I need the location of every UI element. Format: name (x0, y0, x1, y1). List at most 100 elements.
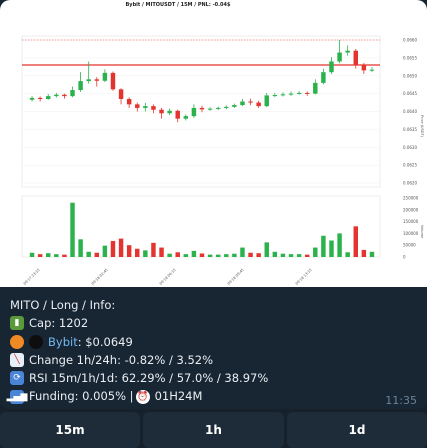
exchange-link[interactable]: Bybit (48, 334, 78, 349)
button-1h[interactable]: 1h (143, 412, 284, 448)
volume-bar (86, 251, 91, 257)
time-tick-label: 09-18 09:45 (227, 268, 245, 286)
volume-tick-label: 200000 (403, 207, 419, 212)
candle-body (183, 116, 189, 119)
candle-body (369, 69, 375, 71)
volume-bar (337, 233, 342, 257)
candle-body (37, 97, 43, 99)
volume-bar (272, 251, 278, 257)
candle-body (118, 89, 124, 99)
rsi-line: ⟳ RSI 15m/1h/1d: 62.29% / 57.0% / 38.97% (10, 369, 417, 387)
price-tick-label: 0.0635 (403, 127, 417, 132)
volume-bar (288, 254, 294, 257)
candle-body (329, 61, 334, 73)
chart-message: Bybit / MITOUSDT / 15M / PNL: -0.04$ 0.06… (0, 0, 427, 409)
volume-bar (54, 254, 59, 257)
volume-bar (62, 254, 67, 257)
chart-title: Bybit / MITOUSDT / 15M / PNL: -0.04$ (126, 2, 232, 8)
button-1d[interactable]: 1d (287, 412, 427, 448)
candle-body (143, 106, 148, 108)
time-tick-label: 09-18 02:45 (91, 268, 109, 286)
candle-body (240, 101, 245, 106)
volume-bar (224, 254, 229, 257)
candle-body (345, 50, 350, 53)
volume-bar (321, 235, 326, 257)
info-header: MITO / Long / Info: (10, 296, 417, 314)
candle-body (70, 90, 75, 97)
cap-line: ▮ Cap: 1202 (10, 314, 417, 332)
volume-panel (21, 195, 381, 258)
signal-bars-icon: ▂▄▆ (6, 389, 28, 404)
orange-circle-icon (10, 334, 24, 349)
volume-bar (78, 239, 83, 257)
volume-bar (361, 249, 367, 257)
candle-body (126, 98, 132, 105)
candle-body (215, 107, 221, 109)
chart-image[interactable]: Bybit / MITOUSDT / 15M / PNL: -0.04$ 0.06… (0, 0, 427, 287)
volume-tick-label: 100000 (403, 231, 419, 236)
candle-body (288, 93, 294, 95)
candle-body (54, 94, 59, 97)
volume-bar (304, 254, 310, 257)
price-text: : $0.0649 (77, 334, 133, 349)
price-tick-label: 0.0630 (403, 145, 417, 150)
candle-body (296, 92, 302, 94)
volume-bar (102, 245, 108, 257)
candle-body (353, 50, 358, 66)
volume-bar (94, 252, 100, 257)
alarm-clock-icon: ⏰ (135, 389, 150, 404)
volume-bar (240, 247, 245, 257)
candle-body (256, 102, 261, 107)
time-tick-label: 09-18 13:15 (295, 268, 313, 286)
volume-bar (126, 245, 132, 257)
volume-bar (280, 253, 286, 257)
candle-body (313, 82, 318, 94)
candlestick-chart: Bybit / MITOUSDT / 15M / PNL: -0.04$ 0.06… (21, 2, 424, 286)
volume-bar (296, 254, 302, 257)
candle-body (224, 106, 229, 108)
price-tick-label: 0.0655 (403, 55, 417, 60)
volume-bar (215, 254, 221, 257)
candle-body (191, 107, 197, 117)
info-header-text: MITO / Long / Info: (10, 298, 116, 312)
rsi-text: RSI 15m/1h/1d: 62.29% / 57.0% / 38.97% (29, 371, 269, 386)
price-axis-label: Price (USDT) (420, 115, 424, 138)
time-tick-label: 09-17 23:15 (23, 268, 41, 286)
volume-bar (264, 242, 269, 257)
candle-body (280, 94, 286, 96)
battery-icon: ▮ (10, 316, 24, 331)
candle-body (151, 106, 156, 110)
volume-bar (110, 240, 116, 257)
candle-body (94, 79, 100, 81)
volume-bar (46, 253, 51, 257)
volume-bar (183, 254, 189, 257)
candle-body (78, 81, 83, 91)
price-tick-label: 0.0620 (403, 181, 417, 186)
candle-body (248, 101, 253, 103)
candle-body (46, 96, 51, 99)
time-tick-label: 09-18 06:15 (159, 268, 177, 286)
volume-bar (70, 202, 75, 257)
volume-bar (135, 248, 140, 257)
funding-line: ▂▄▆ Funding: 0.005% | ⏰ 01H24M (6, 387, 417, 405)
candle-body (321, 72, 326, 83)
candle-body (135, 104, 140, 108)
volume-bar (151, 242, 156, 257)
candle-body (110, 72, 116, 90)
candle-body (62, 94, 67, 97)
refresh-icon: ⟳ (10, 371, 24, 386)
candle-body (29, 97, 35, 100)
volume-tick-label: 150000 (403, 219, 419, 224)
funding-time-text: 01H24M (154, 389, 203, 404)
cap-text: Cap: 1202 (29, 316, 89, 331)
volume-bar (207, 254, 213, 257)
volume-bar (167, 253, 172, 257)
volume-bar (118, 238, 124, 257)
candle-body (175, 110, 180, 119)
volume-bar (37, 254, 43, 257)
candle-body (86, 79, 91, 82)
button-15m[interactable]: 15m (0, 412, 140, 448)
price-tick-label: 0.0660 (403, 38, 417, 43)
change-text: Change 1h/24h: -0.82% / 3.52% (29, 352, 214, 367)
volume-bar (159, 247, 164, 257)
